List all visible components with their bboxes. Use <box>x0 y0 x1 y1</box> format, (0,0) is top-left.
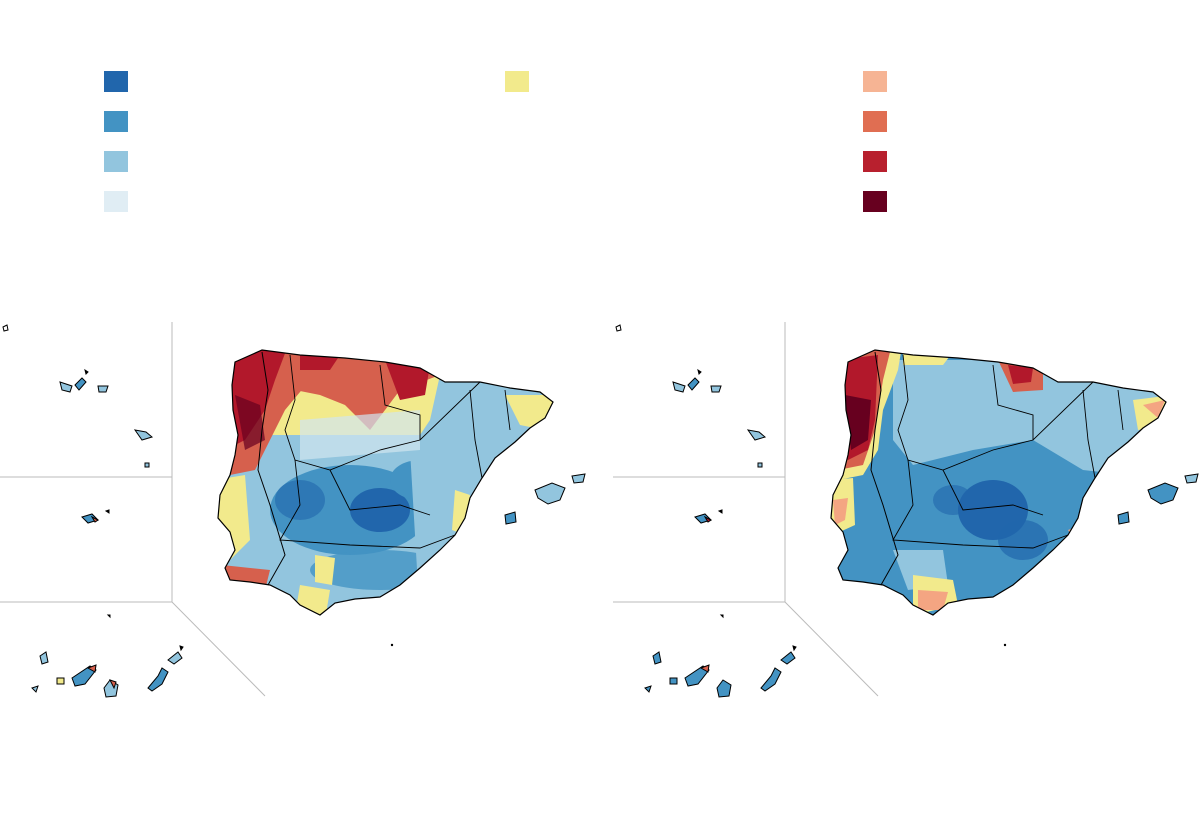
left-map <box>0 322 586 698</box>
right-azores-islands <box>615 324 767 468</box>
left-canary-islands <box>31 614 184 698</box>
left-iberia-outline <box>217 349 554 616</box>
legend-swatch-6 <box>863 71 887 92</box>
legend-swatch-2 <box>104 111 128 132</box>
right-islet <box>1003 643 1007 647</box>
left-azores-islands <box>2 324 154 468</box>
left-islet <box>390 643 394 647</box>
legend-swatch-4 <box>104 191 128 212</box>
legend-swatch-9 <box>863 191 887 212</box>
legend-swatch-5 <box>505 71 529 92</box>
right-balearic-islands <box>1117 473 1199 525</box>
left-balearic-islands <box>504 473 586 525</box>
left-iberia-fill <box>218 350 553 615</box>
legend-swatch-1 <box>104 71 128 92</box>
right-madeira-islands <box>694 509 723 524</box>
right-iberia-fill <box>831 350 1166 615</box>
left-madeira-islands <box>81 509 110 524</box>
inset-divider-lines <box>613 322 879 697</box>
inset-divider-lines <box>0 322 266 697</box>
right-canary-islands <box>644 614 797 698</box>
legend-swatch-8 <box>863 151 887 172</box>
right-iberia-outline <box>830 349 1167 616</box>
right-map <box>613 322 1199 698</box>
legend-swatch-3 <box>104 151 128 172</box>
legend-swatch-7 <box>863 111 887 132</box>
